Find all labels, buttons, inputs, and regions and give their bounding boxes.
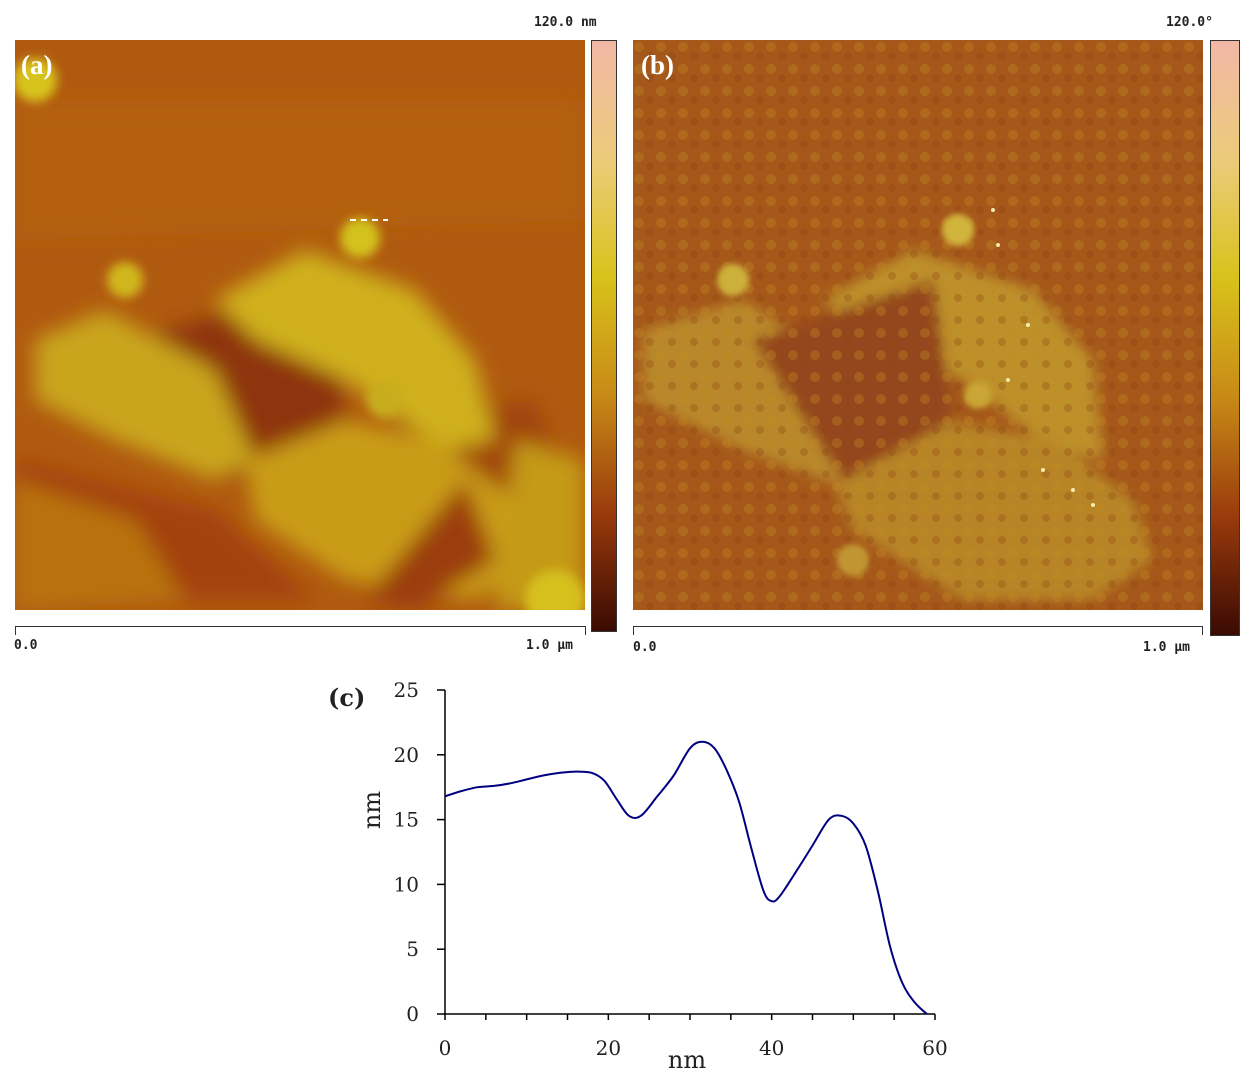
scale-a-end: 1.0 µm: [526, 638, 573, 653]
x-tick-label: 20: [596, 1036, 621, 1060]
scale-b-end: 1.0 µm: [1143, 640, 1190, 655]
y-tick-label: 15: [394, 808, 419, 832]
colorbar-b: [1210, 40, 1240, 636]
y-tick-label: 5: [406, 937, 419, 961]
x-tick-label: 60: [922, 1036, 947, 1060]
profile-series-line: [444, 740, 928, 1015]
colorbar-a: [591, 40, 617, 632]
scale-a-start: 0.0: [14, 638, 38, 653]
panel-a-label: (a): [21, 50, 53, 80]
afm-phase-image: (b): [633, 40, 1203, 610]
afm-height-image: (a): [15, 40, 585, 610]
y-axis-label: nm: [358, 791, 386, 829]
x-tick-label: 0: [439, 1036, 452, 1060]
x-tick-label: 40: [759, 1036, 784, 1060]
x-axis-label: nm: [668, 1046, 706, 1070]
profile-chart: (c) 0 5 10 15 20 25 0 20 40 60 nm nm: [328, 678, 948, 1070]
panel-c-label: (c): [328, 683, 365, 712]
colorbar-b-max-label: 120.0°: [1166, 15, 1213, 30]
y-tick-label: 25: [394, 678, 419, 702]
y-tick-label: 20: [394, 743, 419, 767]
y-tick-label: 10: [394, 872, 419, 896]
scale-bar-a: [15, 626, 586, 635]
panel-b-label: (b): [641, 50, 674, 80]
colorbar-a-max-label: 120.0 nm: [534, 15, 597, 30]
scale-bar-b: [633, 626, 1203, 635]
scale-b-start: 0.0: [633, 640, 657, 655]
y-tick-label: 0: [406, 1002, 419, 1026]
